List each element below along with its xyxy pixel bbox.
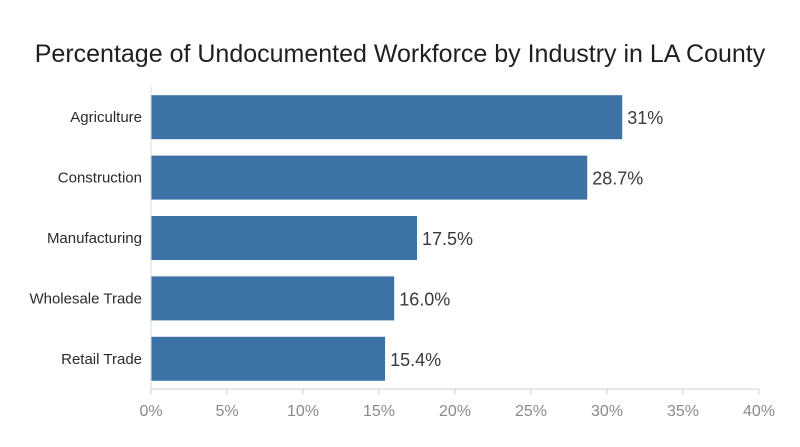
- x-tick-label: 35%: [667, 403, 699, 420]
- category-label: Manufacturing: [47, 230, 142, 247]
- x-tick-label: 0%: [139, 403, 162, 420]
- x-tick-label: 40%: [743, 403, 775, 420]
- category-label: Agriculture: [70, 109, 142, 126]
- bar: [151, 216, 417, 260]
- category-label: Retail Trade: [61, 351, 142, 368]
- x-tick-label: 5%: [215, 403, 238, 420]
- category-label: Wholesale Trade: [29, 290, 142, 307]
- bar: [151, 276, 395, 321]
- x-tick-label: 30%: [591, 403, 623, 420]
- data-label: 15.4%: [390, 350, 441, 370]
- bar: [151, 155, 588, 200]
- bar: [151, 95, 623, 140]
- data-label: 16.0%: [399, 289, 450, 309]
- category-label: Construction: [58, 170, 142, 187]
- data-label: 31%: [627, 108, 663, 128]
- x-tick-label: 10%: [287, 403, 319, 420]
- x-tick-label: 15%: [363, 403, 395, 420]
- chart-title: Percentage of Undocumented Workforce by …: [34, 40, 766, 68]
- data-label: 28.7%: [592, 169, 643, 189]
- x-tick-label: 20%: [439, 403, 471, 420]
- data-label: 17.5%: [422, 229, 473, 249]
- bar: [151, 336, 386, 381]
- x-tick-label: 25%: [515, 403, 547, 420]
